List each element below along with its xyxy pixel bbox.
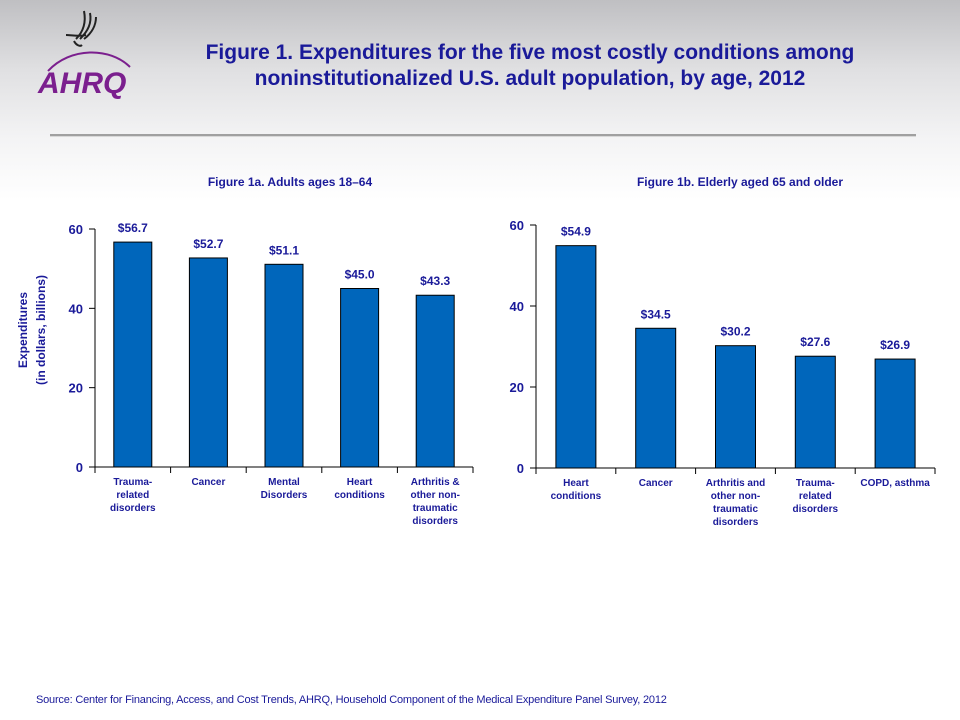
x-tick-label-line: conditions: [334, 490, 385, 501]
x-tick-label-line: Heart: [563, 478, 589, 489]
y-tick-label: 40: [510, 299, 524, 314]
data-label: $43.3: [420, 274, 450, 288]
x-tick-label: Trauma-related disorders: [793, 478, 839, 515]
x-tick-label: Trauma-related disorders: [110, 477, 156, 514]
y-tick-label: 0: [76, 460, 83, 475]
data-label: $54.9: [561, 225, 591, 239]
data-label: $30.2: [720, 325, 750, 339]
x-tick-label-line: related: [116, 490, 149, 501]
source-note: Source: Center for Financing, Access, an…: [36, 694, 667, 706]
data-label: $52.7: [193, 237, 223, 251]
x-tick-label-line: traumatic: [413, 503, 458, 514]
bar: [874, 358, 916, 469]
bar: [794, 355, 836, 469]
x-tick-label-line: Cancer: [639, 478, 673, 489]
x-tick-label-line: other non-: [711, 491, 760, 502]
x-tick-label-line: Trauma-: [796, 478, 835, 489]
x-tick-label: Arthritis and other non-traumatic disorder…: [706, 478, 765, 528]
x-tick-label-line: conditions: [551, 491, 602, 502]
title-line-1: Figure 1. Expenditures for the five most…: [205, 41, 855, 64]
bar: [113, 241, 153, 468]
x-tick-label-line: Mental: [268, 477, 300, 488]
page-title: Figure 1. Expenditures for the five most…: [170, 40, 890, 92]
x-tick-label: Arthritis & other non-traumatic disorders: [410, 477, 459, 527]
logo-arc-icon: [47, 51, 131, 72]
x-tick-label-line: disorders: [110, 503, 156, 514]
x-tick-label-line: Cancer: [191, 477, 225, 488]
bar: [340, 288, 380, 468]
title-line-2: noninstitutionalized U.S. adult populati…: [254, 67, 806, 90]
x-tick-label-line: disorders: [412, 516, 458, 527]
bar: [188, 257, 228, 468]
x-tick-label: Cancer: [191, 477, 225, 488]
data-label: $45.0: [345, 268, 375, 282]
data-label: $27.6: [800, 335, 830, 349]
x-tick-label-line: Arthritis &: [411, 477, 460, 488]
x-tick-label: Mental Disorders: [261, 477, 308, 501]
bar: [555, 245, 597, 469]
y-tick-label: 40: [69, 301, 83, 316]
y-tick-label: 0: [517, 461, 524, 476]
hhs-eagle-icon: [65, 10, 97, 47]
x-tick-label: COPD, asthma: [860, 478, 930, 489]
x-tick-label-line: COPD, asthma: [860, 478, 930, 489]
y-tick-label: 20: [69, 381, 83, 396]
bar: [264, 263, 304, 468]
x-tick-label-line: related: [799, 491, 832, 502]
data-label: $26.9: [880, 338, 910, 352]
logo-text: AHRQ: [37, 67, 126, 100]
chart-b: 0 20 40 60 $54.9 Heart conditions $34.5 Cancer $3…: [510, 218, 936, 528]
bar: [415, 294, 455, 468]
x-tick-label-line: disorders: [713, 517, 759, 528]
data-label: $56.7: [118, 221, 148, 235]
x-tick-label: Cancer: [639, 478, 673, 489]
y-tick-label: 60: [510, 218, 524, 233]
data-label: $51.1: [269, 243, 299, 257]
x-tick-label-line: disorders: [793, 504, 839, 515]
y-tick-label: 60: [69, 222, 83, 237]
x-tick-label-line: Disorders: [261, 490, 308, 501]
x-tick-label-line: Heart: [347, 477, 373, 488]
bar: [635, 327, 677, 469]
x-tick-label: Heart conditions: [551, 478, 602, 502]
y-tick-label: 20: [510, 380, 524, 395]
data-label: $34.5: [641, 307, 671, 321]
chart-a-title: Figure 1a. Adults ages 18–64: [207, 175, 373, 189]
title-divider: [50, 134, 916, 137]
x-tick-label-line: Trauma-: [113, 477, 152, 488]
bar: [715, 345, 756, 469]
ahrq-logo: AHRQ: [37, 10, 131, 100]
x-tick-label-line: other non-: [410, 490, 459, 501]
chart-a: 0 20 40 60 $56.7 Trauma-related disorders $52.7…: [69, 221, 474, 527]
x-tick-label-line: traumatic: [713, 504, 758, 515]
chart-b-title: Figure 1b. Elderly aged 65 and older: [636, 175, 844, 189]
x-tick-label-line: Arthritis and: [706, 478, 765, 489]
x-tick-label: Heart conditions: [334, 477, 385, 501]
